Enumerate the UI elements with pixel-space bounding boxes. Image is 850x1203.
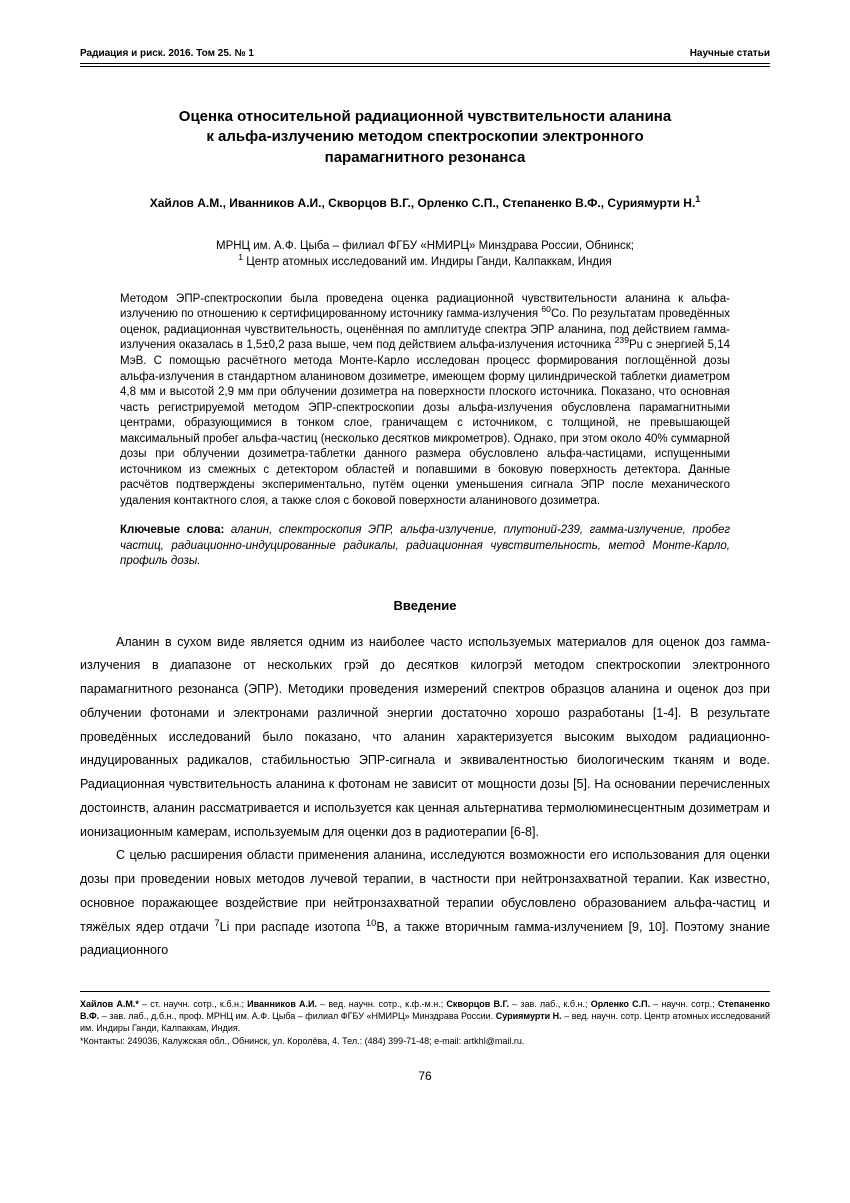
header-left: Радиация и риск. 2016. Том 25. № 1 — [80, 48, 254, 59]
affiliation-1: МРНЦ им. А.Ф. Цыба – филиал ФГБУ «НМИРЦ»… — [216, 240, 634, 252]
footnote-rule — [80, 991, 770, 992]
page: Радиация и риск. 2016. Том 25. № 1 Научн… — [0, 0, 850, 1113]
affiliation-sup: 1 — [238, 252, 243, 262]
running-header: Радиация и риск. 2016. Том 25. № 1 Научн… — [80, 48, 770, 64]
header-underline — [80, 66, 770, 67]
page-number: 76 — [80, 1069, 770, 1083]
body-paragraph-2: С целью расширения области применения ал… — [80, 844, 770, 963]
authors-text: Хайлов А.М., Иванников А.И., Скворцов В.… — [150, 196, 696, 210]
title-line-1: Оценка относительной радиационной чувств… — [179, 108, 671, 125]
header-right: Научные статьи — [690, 48, 770, 59]
authors-sup: 1 — [695, 194, 700, 204]
affiliation-2: Центр атомных исследований им. Индиры Га… — [246, 256, 612, 268]
body-paragraph-1: Аланин в сухом виде является одним из на… — [80, 631, 770, 845]
title-line-3: парамагнитного резонанса — [325, 149, 526, 166]
article-title: Оценка относительной радиационной чувств… — [80, 107, 770, 168]
footnote: Хайлов А.М.* – ст. научн. сотр., к.б.н.;… — [80, 998, 770, 1047]
abstract: Методом ЭПР-спектроскопии была проведена… — [120, 292, 730, 509]
title-line-2: к альфа-излучению методом спектроскопии … — [206, 128, 643, 145]
keywords-label: Ключевые слова: — [120, 524, 224, 536]
affiliations: МРНЦ им. А.Ф. Цыба – филиал ФГБУ «НМИРЦ»… — [80, 238, 770, 270]
authors-line: Хайлов А.М., Иванников А.И., Скворцов В.… — [80, 196, 770, 210]
keywords: Ключевые слова: аланин, спектроскопия ЭП… — [120, 523, 730, 570]
section-heading-intro: Введение — [80, 598, 770, 613]
